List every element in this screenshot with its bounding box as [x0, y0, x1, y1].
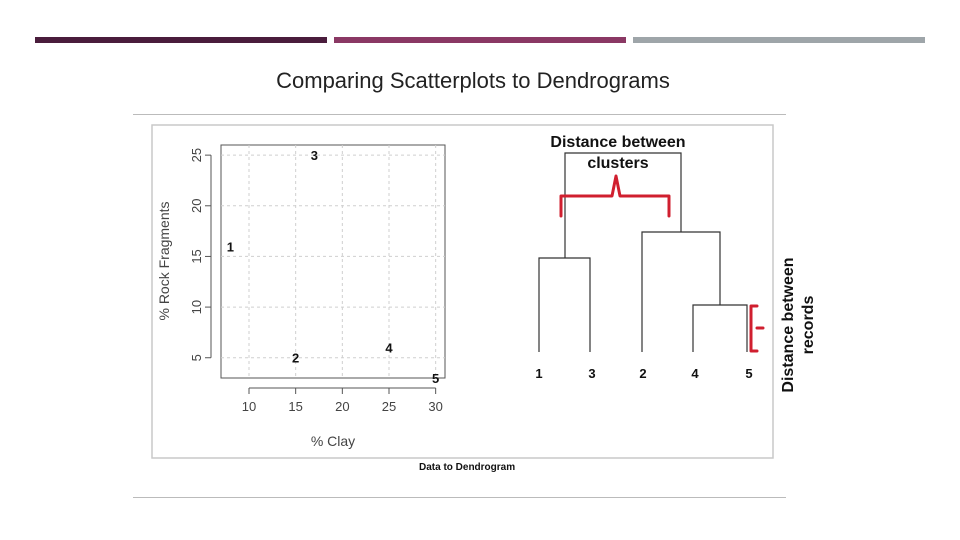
- leaf-label-1: 1: [535, 366, 542, 381]
- grid-lines: [221, 145, 445, 378]
- y-tick-label: 25: [189, 148, 204, 162]
- top-divider: [133, 114, 786, 115]
- scatterplot: 10 15 20 25 30 5 10 15 20 25 1 2 3 4 5 % Clay % Rock…: [156, 144, 446, 449]
- x-axis: 10 15 20 25 30: [242, 387, 443, 414]
- dendro-link-top: [564, 152, 682, 258]
- point-1: 1: [227, 239, 234, 254]
- records-bracket: [749, 304, 765, 353]
- point-2: 2: [292, 351, 299, 366]
- accent-bar-2: [334, 37, 626, 43]
- y-tick-label: 10: [189, 300, 204, 314]
- x-tick-label: 20: [335, 399, 349, 414]
- x-tick-label: 30: [428, 399, 442, 414]
- point-5: 5: [432, 371, 439, 386]
- clusters-annotation-line-2: clusters: [587, 155, 648, 172]
- y-tick-label: 5: [189, 354, 204, 361]
- x-axis-label: % Clay: [311, 433, 355, 449]
- leaf-label-4: 4: [691, 366, 699, 381]
- leaf-label-3: 3: [588, 366, 595, 381]
- records-annotation-line-2: records: [800, 296, 817, 355]
- slide-title: Comparing Scatterplots to Dendrograms: [276, 68, 670, 93]
- clusters-bracket: [559, 174, 671, 218]
- y-tick-label: 15: [189, 249, 204, 263]
- accent-bar-3: [633, 37, 925, 43]
- accent-bar-1: [35, 37, 327, 43]
- x-tick-label: 25: [382, 399, 396, 414]
- leaf-label-2: 2: [639, 366, 646, 381]
- dendrogram: 1 3 2 4 5 Distance between clusters Distance…: [535, 134, 817, 393]
- plot-frame: [220, 144, 446, 379]
- point-3: 3: [311, 148, 318, 163]
- point-4: 4: [385, 341, 393, 356]
- dendro-leaves: 1 3 2 4 5: [535, 366, 752, 381]
- data-points: 1 2 3 4 5: [227, 148, 440, 386]
- bottom-divider: [133, 497, 786, 498]
- clusters-annotation-line-1: Distance between: [550, 134, 685, 151]
- y-tick-label: 20: [189, 199, 204, 213]
- x-tick-label: 15: [288, 399, 302, 414]
- records-annotation-line-1: Distance between: [780, 257, 797, 392]
- y-axis: 5 10 15 20 25: [189, 148, 212, 361]
- x-tick-label: 10: [242, 399, 256, 414]
- figure-caption: Data to Dendrogram: [419, 462, 516, 473]
- leaf-label-5: 5: [745, 366, 752, 381]
- y-axis-label: % Rock Fragments: [156, 201, 172, 320]
